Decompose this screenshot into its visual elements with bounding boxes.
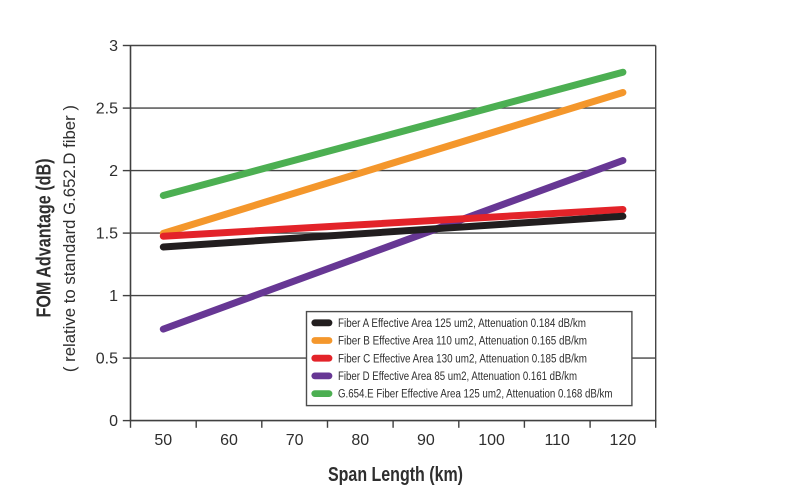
svg-text:Fiber A Effective Area 125 um2: Fiber A Effective Area 125 um2, Attenuat… <box>338 318 586 330</box>
svg-text:60: 60 <box>220 432 238 449</box>
svg-text:120: 120 <box>610 432 637 449</box>
svg-text:( relative to standard G.652.D: ( relative to standard G.652.D fiber ) <box>60 105 79 372</box>
svg-text:70: 70 <box>286 432 304 449</box>
svg-text:Fiber D Effective Area 85 um2,: Fiber D Effective Area 85 um2, Attenuati… <box>338 371 577 383</box>
svg-text:80: 80 <box>351 432 369 449</box>
svg-text:0.5: 0.5 <box>96 351 118 368</box>
svg-text:Fiber B Effective Area 110 um2: Fiber B Effective Area 110 um2, Attenuat… <box>338 336 587 348</box>
svg-text:50: 50 <box>154 432 172 449</box>
svg-text:Span Length (km): Span Length (km) <box>328 463 463 486</box>
svg-text:2: 2 <box>109 163 118 180</box>
svg-text:FOM Advantage (dB): FOM Advantage (dB) <box>34 159 56 318</box>
svg-text:Fiber C Effective Area 130 um2: Fiber C Effective Area 130 um2, Attenuat… <box>338 353 587 365</box>
svg-text:110: 110 <box>544 432 570 449</box>
svg-text:90: 90 <box>417 432 435 449</box>
svg-text:100: 100 <box>478 432 505 449</box>
svg-text:1.5: 1.5 <box>96 226 118 243</box>
svg-text:0: 0 <box>109 413 118 430</box>
svg-text:3: 3 <box>109 38 118 55</box>
svg-text:2.5: 2.5 <box>96 101 118 118</box>
svg-text:G.654.E Fiber Effective Area 1: G.654.E Fiber Effective Area 125 um2, At… <box>338 389 613 401</box>
svg-text:1: 1 <box>109 288 118 305</box>
